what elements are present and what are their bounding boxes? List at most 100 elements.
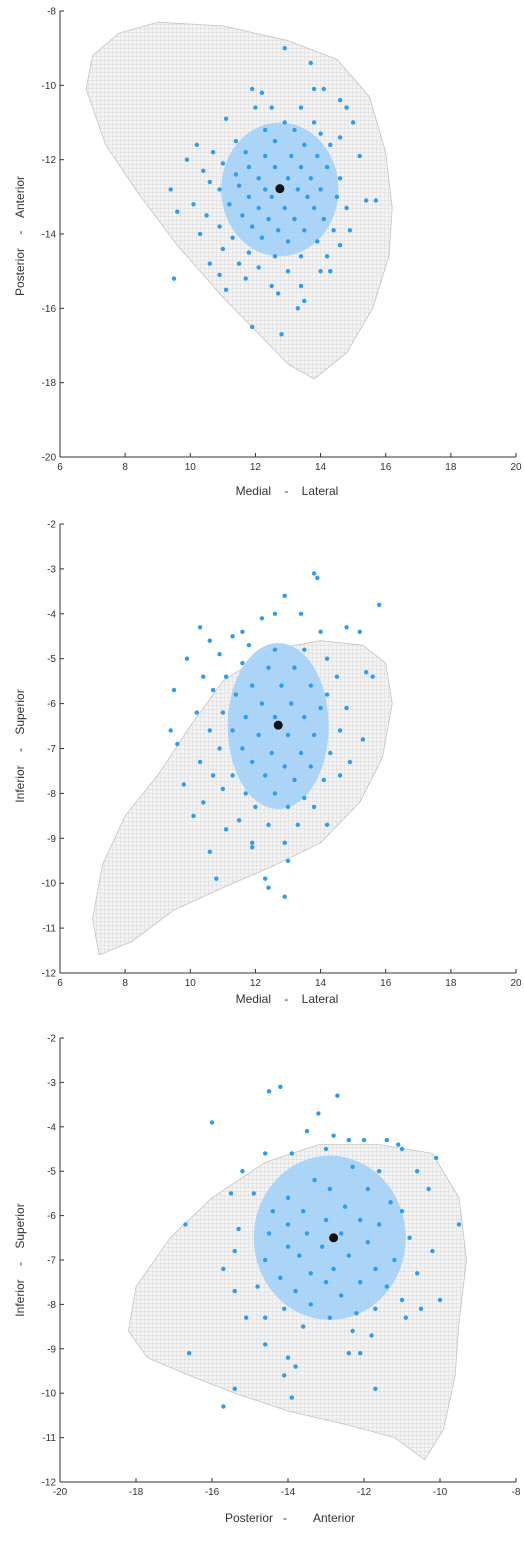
data-point-30 bbox=[279, 683, 284, 688]
y-tick-label: -5 bbox=[47, 1167, 56, 1178]
data-point-42 bbox=[266, 1231, 272, 1236]
data-point-35 bbox=[298, 164, 304, 170]
data-point-94 bbox=[269, 283, 274, 289]
data-point-20 bbox=[233, 138, 239, 144]
y-tick-label: -12 bbox=[42, 155, 57, 166]
x-tick-label: 20 bbox=[510, 462, 522, 473]
data-point-96 bbox=[223, 287, 229, 292]
data-point-16 bbox=[434, 1155, 439, 1161]
plot-area: -20 -18 -16 -14 -12 -10 -8 -12 -11 -10 -9 -8 -7 -6 -5 -… bbox=[42, 1034, 521, 1499]
y-tick-label: -6 bbox=[47, 699, 56, 710]
data-point-72 bbox=[418, 1306, 424, 1311]
data-point-33 bbox=[246, 164, 252, 170]
x-axis-label: Medial - Lateral bbox=[236, 484, 339, 498]
data-point-14 bbox=[323, 1146, 329, 1152]
data-point-68 bbox=[321, 777, 326, 783]
data-point-45 bbox=[320, 1244, 325, 1249]
data-point-10 bbox=[361, 1137, 367, 1143]
data-point-69 bbox=[250, 224, 255, 229]
data-point-15 bbox=[350, 120, 356, 125]
data-point-77 bbox=[285, 804, 291, 810]
data-point-18 bbox=[184, 656, 190, 661]
data-point-69 bbox=[337, 773, 343, 778]
data-point-72 bbox=[331, 228, 336, 233]
data-point-73 bbox=[272, 791, 278, 796]
data-point-52 bbox=[360, 737, 366, 742]
data-point-65 bbox=[230, 773, 235, 778]
data-point-62 bbox=[308, 764, 313, 769]
data-point-86 bbox=[236, 261, 242, 266]
data-point-89 bbox=[318, 269, 323, 274]
data-point-61 bbox=[384, 1284, 389, 1289]
data-point-79 bbox=[369, 1333, 374, 1338]
data-point-9 bbox=[269, 105, 274, 110]
data-point-24 bbox=[228, 1191, 234, 1196]
data-point-7 bbox=[331, 1133, 336, 1138]
x-tick-label: 18 bbox=[445, 978, 457, 989]
data-point-19 bbox=[337, 135, 343, 140]
data-point-55 bbox=[373, 198, 379, 203]
data-point-75 bbox=[201, 800, 206, 805]
data-point-49 bbox=[346, 1253, 351, 1258]
data-point-48 bbox=[430, 1248, 435, 1254]
data-point-39 bbox=[256, 176, 261, 181]
data-point-14 bbox=[357, 629, 362, 634]
data-point-67 bbox=[308, 1302, 313, 1307]
y-tick-label: -11 bbox=[42, 924, 56, 935]
data-point-51 bbox=[269, 194, 274, 199]
data-point-10 bbox=[344, 625, 349, 630]
data-point-71 bbox=[220, 786, 226, 792]
data-point-92 bbox=[243, 276, 248, 281]
data-point-54 bbox=[217, 746, 222, 751]
y-tick-label: -8 bbox=[47, 1300, 56, 1311]
data-point-63 bbox=[255, 1284, 260, 1289]
data-point-46 bbox=[285, 1244, 291, 1249]
data-point-7 bbox=[298, 611, 304, 616]
data-point-23 bbox=[292, 665, 297, 670]
y-tick-label: -7 bbox=[47, 1256, 56, 1267]
y-tick-label: -7 bbox=[47, 744, 56, 755]
data-point-8 bbox=[253, 105, 258, 110]
data-point-47 bbox=[230, 728, 235, 733]
data-point-28 bbox=[370, 674, 375, 679]
data-point-12 bbox=[223, 116, 229, 122]
data-point-88 bbox=[207, 849, 212, 854]
x-tick-label: -18 bbox=[129, 1487, 144, 1498]
data-point-44 bbox=[365, 1240, 370, 1245]
data-point-7 bbox=[337, 98, 343, 103]
data-point-23 bbox=[328, 142, 333, 147]
y-tick-label: -6 bbox=[47, 1211, 56, 1222]
x-tick-label: 8 bbox=[122, 978, 128, 989]
data-point-18 bbox=[377, 1169, 382, 1174]
data-point-37 bbox=[201, 168, 206, 173]
data-point-48 bbox=[168, 187, 173, 192]
data-point-55 bbox=[308, 1271, 313, 1276]
data-point-71 bbox=[302, 228, 307, 233]
data-point-58 bbox=[328, 750, 333, 756]
y-tick-label: -10 bbox=[42, 879, 57, 890]
data-point-42 bbox=[337, 176, 343, 181]
data-point-26 bbox=[426, 1186, 431, 1192]
data-point-56 bbox=[221, 1266, 226, 1272]
data-point-6 bbox=[272, 611, 278, 616]
data-point-41 bbox=[308, 176, 313, 181]
data-point-36 bbox=[183, 1222, 188, 1227]
data-point-20 bbox=[324, 656, 330, 661]
data-point-68 bbox=[217, 224, 222, 229]
data-point-40 bbox=[194, 710, 199, 715]
data-point-2 bbox=[315, 575, 320, 581]
data-point-31 bbox=[270, 1209, 275, 1214]
data-point-78 bbox=[311, 804, 317, 810]
data-point-71 bbox=[354, 1311, 359, 1316]
data-point-29 bbox=[342, 1204, 348, 1209]
data-point-31 bbox=[308, 683, 313, 688]
data-point-8 bbox=[197, 625, 203, 630]
data-point-95 bbox=[298, 283, 304, 289]
data-point-29 bbox=[315, 153, 320, 159]
data-point-61 bbox=[282, 764, 287, 769]
scatter-plot-medial-lateral-vs-inferior-superior: 6 8 10 12 14 16 18 20-12-11-10-9-8-7-6-5-4-3-2 … bbox=[13, 520, 522, 1007]
data-point-21 bbox=[240, 661, 245, 666]
y-tick-label: -9 bbox=[47, 834, 56, 845]
data-point-64 bbox=[210, 773, 216, 778]
data-point-53 bbox=[373, 1266, 378, 1272]
